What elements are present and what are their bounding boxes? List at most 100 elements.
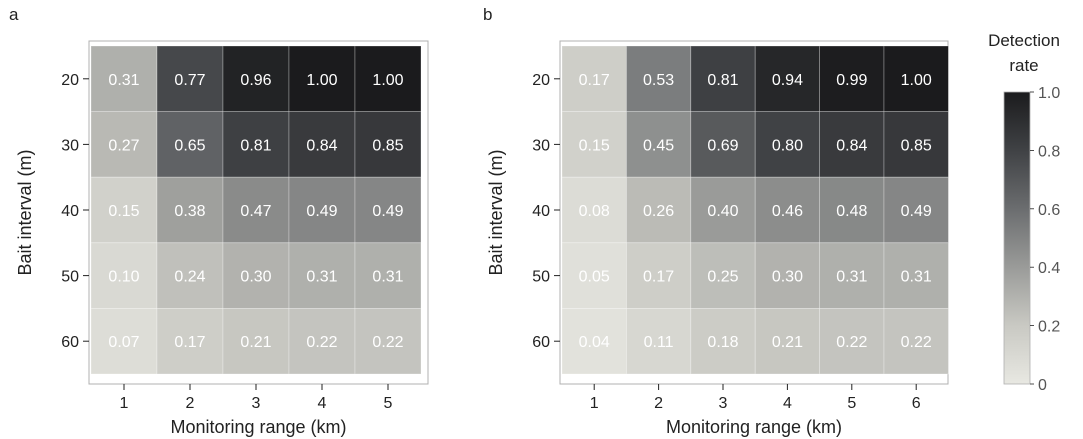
panel-label: b: [483, 5, 492, 24]
heatmap-cell: [222, 242, 290, 309]
cell-value-label: 0.77: [174, 72, 205, 89]
x-tick-label: 6: [912, 395, 921, 412]
cell-value-label: 0.38: [174, 203, 205, 220]
cell-value-label: 0.81: [240, 137, 271, 154]
cell-value-label: 0.84: [306, 137, 337, 154]
heatmap-cell: [156, 45, 224, 112]
heatmap-cell: [819, 176, 885, 244]
heatmap-cell: [883, 176, 949, 244]
heatmap-cell: [561, 176, 627, 244]
heatmap-cell: [819, 45, 885, 112]
panel-label: a: [9, 5, 19, 24]
cell-value-label: 0.40: [707, 203, 738, 220]
cell-value-label: 0.24: [174, 269, 205, 286]
cell-value-label: 0.49: [306, 203, 337, 220]
x-tick-label: 5: [847, 395, 856, 412]
cell-value-label: 0.46: [772, 203, 803, 220]
cell-value-label: 0.85: [901, 137, 932, 154]
plot-frame: [88, 40, 429, 385]
heatmap-cell: [90, 111, 158, 178]
x-tick-label: 2: [186, 395, 195, 412]
y-tick-label: 60: [61, 334, 79, 351]
heatmap-cell: [222, 111, 290, 178]
heatmap-cell: [561, 111, 627, 178]
y-axis-title: Bait interval (m): [15, 149, 35, 275]
y-tick-label: 40: [61, 203, 79, 220]
cell-value-label: 0.26: [643, 203, 674, 220]
heatmap-cell: [626, 45, 692, 112]
colorbar-tick-label: 0.2: [1038, 319, 1060, 336]
cell-value-label: 0.31: [372, 269, 403, 286]
cell-value-label: 0.27: [108, 137, 139, 154]
heatmap-cell: [883, 307, 949, 375]
heatmap-cell: [156, 111, 224, 178]
x-tick-label: 1: [590, 395, 599, 412]
panel-b: b 0.17 0.53 0.81 0.94 0.99 1.00 0.15 0.45 0.69 0.8…: [483, 5, 949, 437]
cell-value-label: 0.18: [707, 334, 738, 351]
x-axis-title: Monitoring range (km): [170, 417, 346, 437]
cell-value-label: 0.21: [240, 334, 271, 351]
x-tick-label: 1: [120, 395, 129, 412]
cell-value-label: 0.07: [108, 334, 139, 351]
colorbar-tick-label: 1.0: [1038, 85, 1060, 102]
heatmap-cell: [883, 242, 949, 309]
y-tick-label: 20: [61, 72, 79, 89]
y-tick-label: 50: [532, 269, 550, 286]
panel-a: a 0.31 0.77 0.96 1.00 1.00 0.27 0.65 0.81 0.84 0.8…: [9, 5, 429, 437]
heatmap-cell: [690, 176, 756, 244]
cell-value-label: 0.69: [707, 137, 738, 154]
heatmap-cell: [90, 307, 158, 375]
heatmap-cell: [288, 176, 356, 244]
heatmap-cell: [626, 242, 692, 309]
colorbar-gradient: [1003, 91, 1031, 385]
cell-value-label: 0.21: [772, 334, 803, 351]
cell-value-label: 0.94: [772, 72, 803, 89]
cell-value-label: 0.99: [836, 72, 867, 89]
colorbar-tick-label: 0: [1038, 377, 1047, 394]
y-tick-label: 20: [532, 72, 550, 89]
cell-value-label: 0.25: [707, 269, 738, 286]
heatmap-cell: [222, 307, 290, 375]
y-axis-title: Bait interval (m): [486, 149, 506, 275]
cell-value-label: 0.80: [772, 137, 803, 154]
heatmap-cell: [90, 242, 158, 309]
heatmap-cell: [288, 45, 356, 112]
cell-value-label: 0.30: [240, 269, 271, 286]
cell-value-label: 0.31: [108, 72, 139, 89]
heatmap-cell: [754, 45, 821, 112]
colorbar-title-line: rate: [1009, 56, 1038, 75]
x-tick-label: 4: [783, 395, 792, 412]
heatmap-cell: [561, 242, 627, 309]
cell-value-label: 1.00: [372, 72, 403, 89]
y-tick-label: 40: [532, 203, 550, 220]
colorbar-tick-label: 0.4: [1038, 260, 1060, 277]
heatmap-cell: [690, 242, 756, 309]
cell-value-label: 0.49: [901, 203, 932, 220]
cell-value-label: 0.31: [836, 269, 867, 286]
cell-value-label: 0.48: [836, 203, 867, 220]
heatmap-cell: [156, 307, 224, 375]
y-tick-label: 30: [532, 137, 550, 154]
x-tick-label: 3: [719, 395, 728, 412]
cell-value-label: 0.15: [579, 137, 610, 154]
cell-value-label: 0.17: [643, 269, 674, 286]
cell-value-label: 1.00: [306, 72, 337, 89]
cell-value-label: 0.22: [372, 334, 403, 351]
cell-value-label: 0.81: [707, 72, 738, 89]
x-tick-label: 4: [318, 395, 327, 412]
heatmap-cell: [354, 242, 422, 309]
heatmap-cell: [354, 111, 422, 178]
x-tick-label: 3: [252, 395, 261, 412]
heatmap-cell: [690, 111, 756, 178]
cell-value-label: 0.31: [901, 269, 932, 286]
heatmap-cell: [754, 176, 821, 244]
cell-value-label: 0.31: [306, 269, 337, 286]
heatmap-cell: [156, 242, 224, 309]
cell-value-label: 0.11: [644, 334, 674, 351]
cell-value-label: 0.04: [579, 334, 610, 351]
heatmap-cell: [354, 176, 422, 244]
heatmap-cell: [354, 307, 422, 375]
x-axis-title: Monitoring range (km): [666, 417, 842, 437]
heatmap-cell: [90, 176, 158, 244]
